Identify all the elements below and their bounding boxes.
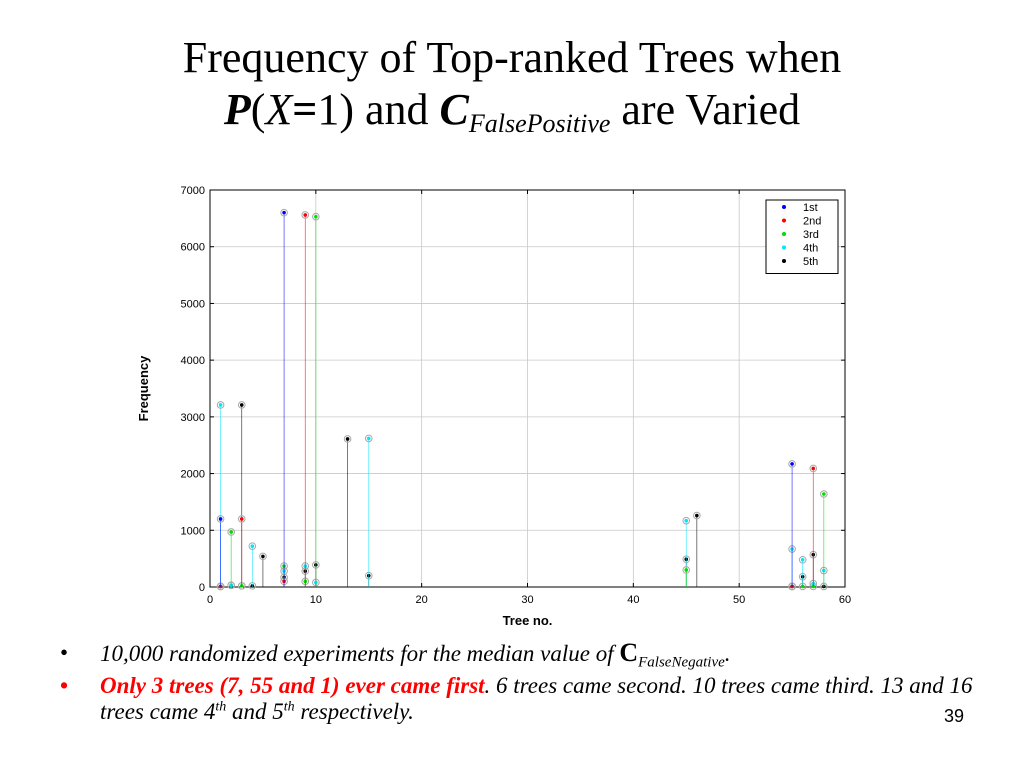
bullet-2-text-a: . 6 trees came second. 10 trees came thi…: [100, 673, 973, 724]
legend-marker: [782, 259, 786, 263]
legend-label: 2nd: [803, 216, 821, 228]
stem-marker: [250, 544, 255, 548]
x-tick-label: 20: [416, 594, 428, 606]
stem-marker-ring: [227, 528, 235, 536]
title-line-2: P(X=1) and CFalsePositive are Varied: [0, 84, 1024, 138]
stem-marker-ring: [798, 555, 807, 564]
bullet-1-tail: .: [724, 641, 731, 666]
stem-marker-ring: [312, 212, 320, 221]
stem-marker: [345, 437, 350, 441]
bullet-1-symbol: C: [619, 638, 639, 667]
frequency-stem-chart: 0 10 20 30 40 50 60 0 1000 2000 3000 4000 5000 6000 70…: [136, 185, 851, 628]
stem-marker: [366, 436, 371, 441]
stem-marker-ring: [364, 434, 373, 443]
title-symbol-p: P: [223, 85, 251, 134]
legend-label: 4th: [803, 243, 818, 255]
y-tick-label: 7000: [181, 185, 205, 197]
legend-label: 3rd: [803, 229, 819, 241]
title-rest: 1) and: [317, 85, 440, 134]
stem-marker-ring: [301, 211, 310, 219]
stem-marker-ring: [248, 542, 257, 550]
x-tick-label: 0: [207, 594, 213, 606]
x-tick-label: 30: [521, 594, 533, 606]
stem-marker: [811, 466, 816, 471]
stem-marker: [282, 210, 286, 215]
page-number: 39: [944, 706, 965, 726]
legend-label: 5th: [803, 256, 818, 268]
legend-box: [765, 199, 839, 274]
legend-marker: [782, 245, 786, 250]
x-tick-label: 10: [310, 594, 322, 606]
bullet-2-sup-a: th: [215, 699, 227, 715]
title-symbol-x: X: [265, 85, 293, 134]
legend-label: 1st: [803, 202, 818, 214]
title-paren: (: [250, 85, 266, 134]
stem-marker: [822, 492, 826, 496]
bullet-2-highlight: Only 3 trees (7, 55 and 1) ever came fir…: [100, 673, 485, 698]
y-tick-label: 0: [199, 582, 205, 594]
bullet-dot-icon: •: [60, 640, 69, 665]
stem-marker: [261, 554, 265, 559]
stem-marker-ring: [788, 460, 796, 468]
y-tick-label: 5000: [181, 298, 205, 310]
bullet-dot-icon: •: [60, 673, 69, 698]
title-equals: =: [292, 85, 318, 134]
bullet-item-2: • Only 3 trees (7, 55 and 1) ever came f…: [60, 673, 990, 725]
stem-marker-ring: [820, 490, 828, 498]
title-symbol-c: C: [439, 85, 469, 134]
stem-marker: [218, 403, 223, 407]
stem-marker: [790, 462, 794, 466]
title-subscript: FalsePositive: [468, 109, 611, 138]
stem-marker: [303, 213, 308, 217]
stem-marker-ring: [809, 464, 818, 473]
title-tail: are Varied: [610, 85, 801, 134]
stem-marker: [695, 513, 699, 518]
legend-marker: [782, 218, 786, 223]
stem-marker: [800, 557, 805, 562]
stem-marker-ring: [237, 401, 246, 409]
stem-marker-ring: [682, 566, 691, 574]
stem-marker: [314, 214, 318, 219]
x-tick-label: 50: [733, 594, 745, 606]
bullet-2-sup-b: th: [283, 699, 295, 715]
stem-marker: [239, 403, 244, 407]
bullet-list: • 10,000 randomized experiments for the …: [60, 640, 990, 731]
stem-marker: [239, 517, 244, 521]
bullet-item-1: • 10,000 randomized experiments for the …: [60, 638, 990, 671]
stem-marker: [229, 530, 233, 534]
bullet-2-text-c: respectively.: [294, 699, 414, 724]
y-tick-label: 4000: [181, 355, 205, 367]
stem-marker-ring: [693, 511, 701, 520]
stem-marker-ring: [237, 515, 246, 523]
stem-marker: [218, 517, 223, 521]
stem-marker: [684, 568, 689, 572]
legend-marker: [782, 232, 786, 236]
stem-marker-ring: [216, 401, 225, 409]
axes-box: [209, 189, 846, 588]
y-tick-label: 1000: [181, 525, 205, 537]
stem-marker-ring: [343, 435, 352, 443]
title-line-1: Frequency of Top-ranked Trees when: [182, 33, 842, 82]
stem-marker-ring: [682, 516, 691, 525]
stem-marker-ring: [259, 552, 267, 561]
slide-title: Frequency of Top-ranked Trees when P(X=1…: [0, 32, 1024, 138]
stem-marker-ring: [798, 582, 807, 591]
x-axis-label: Tree no.: [503, 613, 553, 628]
stem-marker: [684, 518, 689, 523]
x-tick-label: 40: [627, 594, 639, 606]
y-axis-label: Frequency: [136, 355, 151, 422]
bullet-1-text: 10,000 randomized experiments for the me…: [100, 641, 620, 666]
stem-marker-ring: [280, 208, 288, 217]
y-tick-label: 6000: [181, 242, 205, 254]
y-tick-label: 3000: [181, 412, 205, 424]
y-tick-label: 2000: [181, 469, 205, 481]
stem-marker: [800, 584, 805, 589]
bullet-1-subscript: FalseNegative: [638, 654, 725, 671]
legend-marker: [782, 205, 786, 209]
stem-marker-ring: [216, 515, 225, 523]
bullet-2-text-b: and 5: [226, 699, 284, 724]
x-tick-label: 60: [839, 594, 851, 606]
